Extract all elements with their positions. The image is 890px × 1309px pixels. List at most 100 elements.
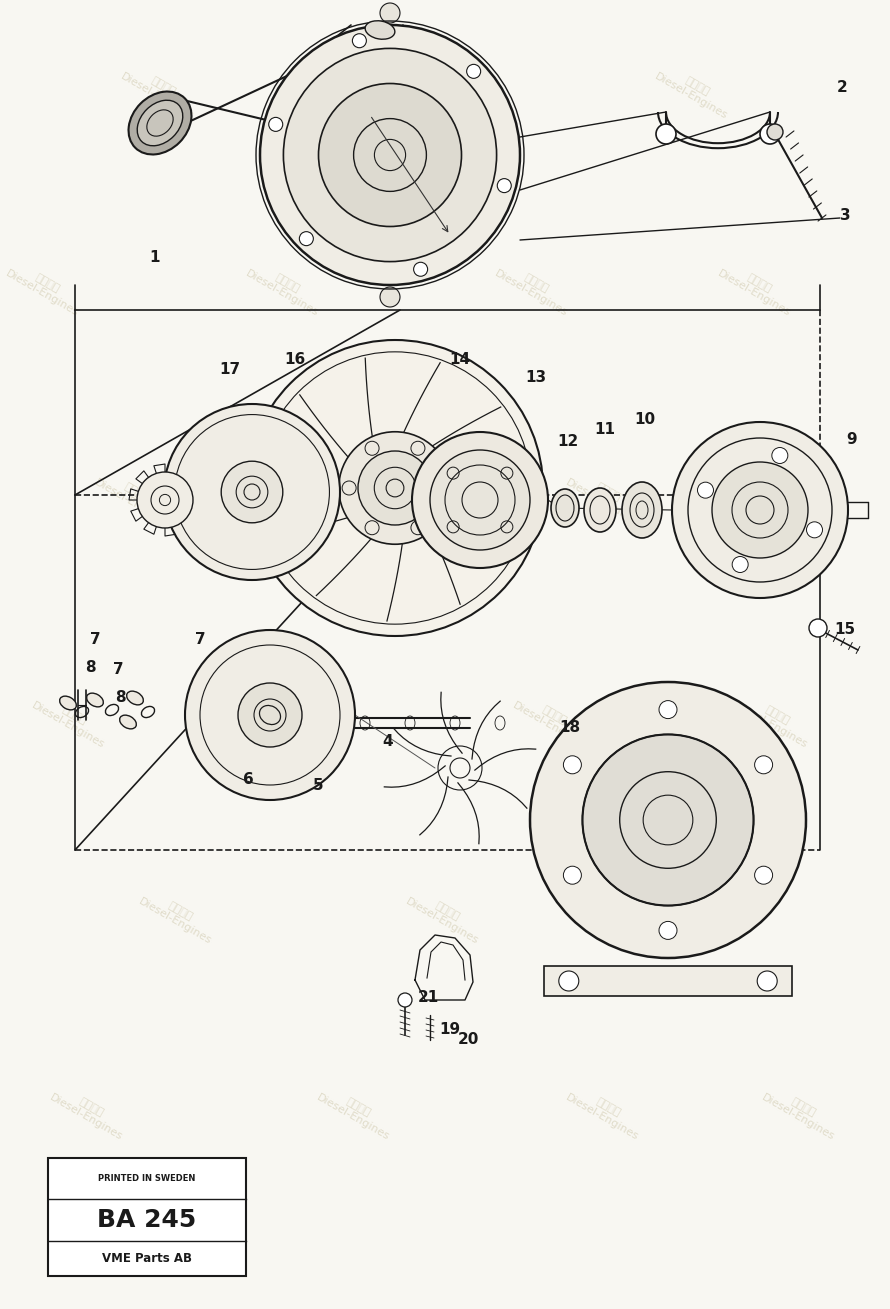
Text: 13: 13 [525, 370, 546, 385]
Ellipse shape [60, 696, 77, 709]
Circle shape [656, 124, 676, 144]
Text: 12: 12 [557, 435, 578, 449]
Circle shape [755, 867, 773, 884]
Circle shape [559, 971, 578, 991]
Circle shape [563, 867, 581, 884]
Circle shape [530, 682, 806, 958]
Text: 柴发动力
Diesel-Engines: 柴发动力 Diesel-Engines [564, 467, 646, 528]
Text: 5: 5 [312, 778, 323, 792]
Text: 柴发动力
Diesel-Engines: 柴发动力 Diesel-Engines [137, 886, 219, 946]
Circle shape [659, 922, 677, 940]
Text: 柴发动力
Diesel-Engines: 柴发动力 Diesel-Engines [564, 1083, 646, 1143]
Text: 9: 9 [846, 432, 857, 448]
Text: 柴发动力
Diesel-Engines: 柴发动力 Diesel-Engines [716, 258, 797, 318]
Text: 18: 18 [560, 720, 580, 736]
Circle shape [712, 462, 808, 558]
Ellipse shape [119, 715, 136, 729]
Text: 柴发动力
Diesel-Engines: 柴发动力 Diesel-Engines [511, 690, 593, 750]
Text: 7: 7 [113, 662, 124, 678]
Circle shape [659, 700, 677, 719]
Ellipse shape [622, 482, 662, 538]
Text: 14: 14 [449, 352, 471, 368]
Text: 柴发动力
Diesel-Engines: 柴发动力 Diesel-Engines [627, 886, 708, 946]
FancyBboxPatch shape [48, 1158, 246, 1276]
Circle shape [222, 461, 283, 522]
Text: 19: 19 [440, 1022, 460, 1038]
Text: 柴发动力
Diesel-Engines: 柴发动力 Diesel-Engines [271, 690, 352, 750]
Circle shape [283, 48, 497, 262]
Text: 3: 3 [839, 208, 850, 223]
Circle shape [352, 34, 367, 47]
Text: 柴发动力
Diesel-Engines: 柴发动力 Diesel-Engines [404, 62, 486, 122]
Circle shape [339, 432, 451, 545]
Text: VME Parts AB: VME Parts AB [102, 1251, 192, 1264]
Circle shape [757, 971, 777, 991]
Text: 2: 2 [837, 80, 847, 96]
Circle shape [380, 3, 400, 24]
Circle shape [137, 473, 193, 528]
Bar [544, 966, 792, 996]
Text: 10: 10 [635, 412, 656, 428]
Ellipse shape [551, 490, 579, 528]
Text: 4: 4 [383, 734, 393, 750]
Text: 20: 20 [457, 1033, 479, 1047]
Text: 柴发动力
Diesel-Engines: 柴发动力 Diesel-Engines [4, 258, 85, 318]
Text: 柴发动力
Diesel-Engines: 柴发动力 Diesel-Engines [493, 258, 575, 318]
Circle shape [238, 683, 302, 747]
Text: BA 245: BA 245 [97, 1208, 197, 1232]
Text: 7: 7 [90, 632, 101, 648]
Circle shape [358, 452, 432, 525]
Circle shape [164, 404, 340, 580]
Ellipse shape [86, 694, 103, 707]
Circle shape [299, 232, 313, 246]
Circle shape [772, 448, 788, 463]
Circle shape [760, 124, 780, 144]
Text: 柴发动力
Diesel-Engines: 柴发动力 Diesel-Engines [119, 62, 201, 122]
Text: 柴发动力
Diesel-Engines: 柴发动力 Diesel-Engines [404, 886, 486, 946]
Circle shape [767, 124, 783, 140]
Text: 6: 6 [243, 772, 254, 788]
Text: 柴发动力
Diesel-Engines: 柴发动力 Diesel-Engines [30, 690, 112, 750]
Text: 柴发动力
Diesel-Engines: 柴发动力 Diesel-Engines [360, 467, 441, 528]
Circle shape [582, 734, 754, 906]
Circle shape [806, 522, 822, 538]
Ellipse shape [128, 92, 191, 154]
Circle shape [732, 556, 748, 572]
Text: 柴发动力
Diesel-Engines: 柴发动力 Diesel-Engines [653, 62, 735, 122]
Circle shape [185, 630, 355, 800]
Circle shape [412, 432, 548, 568]
Text: 15: 15 [835, 623, 855, 637]
Text: 柴发动力
Diesel-Engines: 柴发动力 Diesel-Engines [733, 690, 815, 750]
Ellipse shape [126, 691, 143, 704]
Circle shape [380, 287, 400, 308]
Text: 柴发动力
Diesel-Engines: 柴发动力 Diesel-Engines [760, 1083, 842, 1143]
Text: 柴发动力
Diesel-Engines: 柴发动力 Diesel-Engines [93, 467, 174, 528]
Ellipse shape [365, 21, 395, 39]
Circle shape [755, 755, 773, 774]
Circle shape [398, 994, 412, 1007]
Circle shape [414, 262, 427, 276]
Text: PRINTED IN SWEDEN: PRINTED IN SWEDEN [98, 1174, 196, 1182]
Circle shape [563, 755, 581, 774]
Circle shape [698, 482, 714, 499]
Text: 17: 17 [220, 363, 240, 377]
Circle shape [466, 64, 481, 79]
Circle shape [498, 178, 511, 192]
Text: 柴发动力
Diesel-Engines: 柴发动力 Diesel-Engines [48, 1083, 130, 1143]
Text: 8: 8 [85, 661, 95, 675]
Circle shape [260, 25, 520, 285]
Text: 7: 7 [195, 632, 206, 648]
Text: 16: 16 [285, 352, 305, 368]
Circle shape [319, 84, 462, 226]
Circle shape [672, 421, 848, 598]
Text: 柴发动力
Diesel-Engines: 柴发动力 Diesel-Engines [315, 1083, 397, 1143]
Text: 11: 11 [595, 423, 616, 437]
Circle shape [247, 340, 543, 636]
Text: 1: 1 [150, 250, 160, 266]
Text: 8: 8 [115, 691, 125, 706]
Text: 柴发动力
Diesel-Engines: 柴发动力 Diesel-Engines [244, 258, 326, 318]
Ellipse shape [137, 101, 182, 145]
Ellipse shape [584, 488, 616, 531]
Circle shape [430, 450, 530, 550]
Circle shape [809, 619, 827, 637]
